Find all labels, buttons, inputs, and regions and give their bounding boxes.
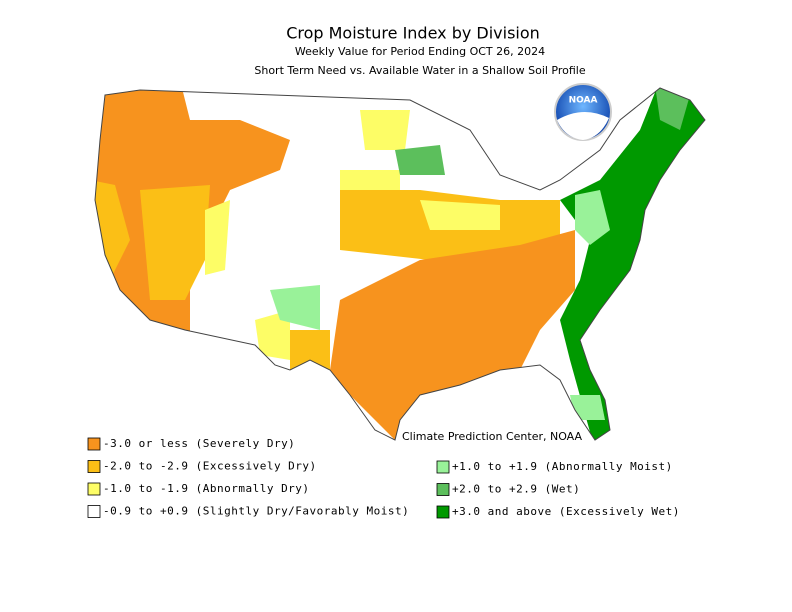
legend-label: +1.0 to +1.9 (Abnormally Moist)	[452, 460, 673, 473]
legend-swatch	[87, 482, 101, 496]
description: Short Term Need vs. Available Water in a…	[254, 64, 586, 77]
legend-label: +3.0 and above (Excessively Wet)	[452, 505, 680, 518]
legend: -3.0 or less (Severely Dry) -2.0 to -2.9 …	[87, 437, 680, 519]
legend-swatch	[87, 505, 101, 518]
legend-label: -3.0 or less (Severely Dry)	[103, 437, 295, 450]
noaa-logo: NOAA	[554, 83, 612, 141]
legend-swatch	[87, 460, 101, 473]
legend-label: -0.9 to +0.9 (Slightly Dry/Favorably Moi…	[103, 505, 409, 518]
legend-swatch	[436, 483, 450, 496]
title: Crop Moisture Index by Division	[286, 24, 540, 43]
legend-label: -1.0 to -1.9 (Abnormally Dry)	[103, 482, 310, 495]
legend-swatch	[87, 437, 101, 451]
credit: Climate Prediction Center, NOAA	[402, 430, 583, 443]
logo-text: NOAA	[569, 96, 598, 106]
legend-label: +2.0 to +2.9 (Wet)	[452, 483, 580, 496]
legend-swatch	[436, 505, 450, 519]
legend-swatch	[436, 460, 450, 474]
legend-label: -2.0 to -2.9 (Excessively Dry)	[103, 460, 317, 473]
subtitle: Weekly Value for Period Ending OCT 26, 2…	[295, 45, 545, 58]
map	[94, 87, 706, 441]
